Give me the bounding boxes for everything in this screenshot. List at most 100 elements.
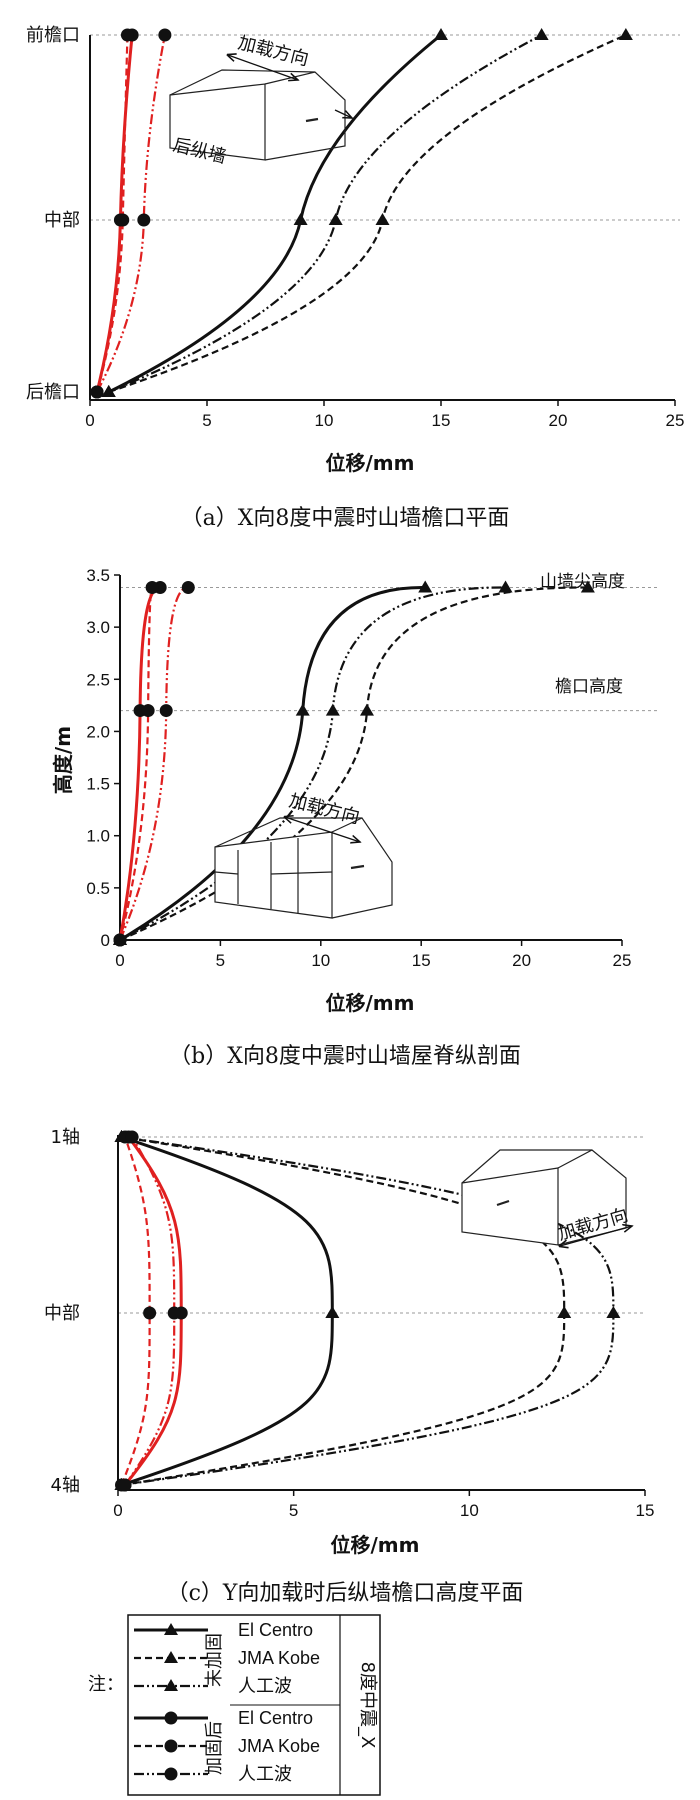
legend-marker — [164, 1651, 178, 1663]
panel-a-building-sketch: 加载方向 后纵墙 — [169, 32, 352, 168]
panel-a-data-point — [120, 28, 134, 42]
panel-a-data-point — [375, 213, 390, 225]
panel-b-y-tick-label: 2.0 — [86, 722, 110, 741]
panel-a-series-line — [95, 34, 134, 393]
building-sketch-icon — [214, 817, 393, 919]
panel-a-x-tick-label: 20 — [549, 411, 568, 430]
panel-a-data-point — [293, 213, 308, 225]
legend-item-label: 人工波 — [238, 1676, 292, 1697]
legend-group-unreinforced: 未加固 — [204, 1633, 225, 1687]
panel-b-y-axis-label: 高度/m — [51, 726, 75, 794]
panel-b-data-point — [141, 704, 155, 718]
panel-a-load-direction-label: 加载方向 — [236, 32, 311, 70]
panel-c-series-line — [124, 1136, 176, 1486]
panel-c-data-point — [143, 1306, 157, 1320]
panel-c-data-point — [118, 1478, 132, 1492]
panel-a-x-tick-label: 0 — [85, 411, 94, 430]
panel-b-data-point — [418, 580, 433, 593]
legend-group-reinforced: 加固后 — [204, 1721, 225, 1775]
panel-c-category-label: 1轴 — [51, 1127, 80, 1148]
legend-rows: El Centro JMA Kobe 人工波 El Centro JMA Kobe 人工波 — [134, 1620, 340, 1785]
panel-a-category-labels: 后檐口 中部 前檐口 — [26, 25, 80, 403]
legend-item-label: El Centro — [238, 1708, 313, 1728]
panel-c-x-tick-label: 5 — [289, 1501, 298, 1520]
panel-a: 0 5 10 15 20 25 后檐口 中部 前檐口 加载方向 后纵墙 位移/mm （a）X向… — [26, 25, 684, 531]
panel-a-x-axis-label: 位移/mm — [326, 451, 415, 475]
panel-b-x-ticks: 0 5 10 15 20 25 — [115, 940, 631, 970]
panel-b-x-axis-label: 位移/mm — [326, 991, 415, 1015]
panel-c-data-point — [325, 1306, 340, 1318]
panel-a-series — [90, 28, 633, 399]
panel-b-eaves-height-label: 檐口高度 — [555, 677, 623, 697]
panel-c-series-line — [120, 1136, 151, 1486]
panel-a-series-line — [108, 33, 442, 394]
panel-a-category-label: 后檐口 — [26, 382, 80, 403]
panel-b-series-line — [118, 586, 161, 941]
panel-b-data-point — [159, 704, 173, 718]
panel-a-data-point — [116, 213, 130, 227]
panel-c-x-ticks: 0 5 10 15 — [113, 1490, 654, 1520]
panel-b-series-line — [118, 586, 154, 941]
panel-a-x-tick-label: 15 — [432, 411, 451, 430]
panel-a-series-line — [108, 33, 627, 394]
legend-item-label: 人工波 — [238, 1764, 292, 1785]
panel-b-series-line — [119, 586, 588, 942]
panel-c: 0 5 10 15 4轴 中部 1轴 加载方向 位移/mm （c）Y向加载时后纵墙檐口高度… — [44, 1127, 654, 1606]
panel-b-y-tick-label: 0 — [101, 931, 110, 950]
panel-c-series — [114, 1130, 621, 1492]
legend-intensity-label: 8度中震_X — [357, 1662, 378, 1749]
panel-a-data-point — [534, 28, 549, 40]
panel-a-data-point — [137, 213, 151, 227]
panel-a-series-line — [108, 34, 543, 394]
panel-b-data-point — [325, 703, 340, 716]
panel-b-x-tick-label: 15 — [412, 951, 431, 970]
panel-b-series-line — [119, 586, 426, 942]
panel-a-x-tick-label: 10 — [315, 411, 334, 430]
panel-c-x-tick-label: 10 — [460, 1501, 479, 1520]
panel-b-y-tick-label: 0.5 — [86, 879, 110, 898]
building-sketch-icon — [169, 69, 346, 161]
panel-b-x-tick-label: 5 — [216, 951, 225, 970]
legend-item-label: El Centro — [238, 1620, 313, 1640]
panel-b-x-tick-label: 10 — [311, 951, 330, 970]
panel-a-x-tick-label: 5 — [202, 411, 211, 430]
legend-note: 注： — [88, 1674, 124, 1695]
panel-b-y-ticks: 0 0.5 1.0 1.5 2.0 2.5 3.0 3.5 — [86, 566, 120, 950]
panel-b-data-point — [295, 703, 310, 716]
panel-c-data-point — [125, 1130, 139, 1144]
panel-b-y-tick-label: 1.0 — [86, 827, 110, 846]
panel-c-category-label: 中部 — [44, 1303, 80, 1324]
panel-a-category-label: 中部 — [44, 210, 80, 231]
panel-c-x-tick-label: 15 — [636, 1501, 655, 1520]
panel-c-data-point — [557, 1306, 572, 1318]
panel-c-x-axis-label: 位移/mm — [331, 1533, 420, 1557]
panel-c-building-sketch: 加载方向 — [461, 1149, 632, 1246]
panel-b-series-line — [118, 586, 189, 941]
panel-a-data-point — [328, 213, 343, 225]
panel-b-data-point — [580, 580, 595, 593]
panel-c-reference-lines — [118, 1136, 645, 1314]
panel-c-load-direction-label: 加载方向 — [556, 1205, 631, 1245]
legend-marker — [164, 1679, 178, 1691]
panel-b-load-direction-label: 加载方向 — [287, 790, 362, 828]
panel-a-x-tick-label: 25 — [666, 411, 685, 430]
legend-item-label: JMA Kobe — [238, 1736, 320, 1756]
panel-b-data-point — [145, 581, 159, 595]
panel-b-gable-height-label: 山墙尖高度 — [540, 572, 625, 592]
panel-b: 0 5 10 15 20 25 00.51.01.52.02.53.03.5 山墙尖高度 … — [51, 566, 660, 1069]
panel-a-x-ticks: 0 5 10 15 20 25 — [85, 400, 684, 430]
panel-b-data-point — [498, 580, 513, 593]
panel-a-series-line — [95, 34, 129, 393]
panel-b-data-point — [359, 703, 374, 716]
legend-marker — [164, 1739, 178, 1753]
load-direction-arrow-extension — [334, 109, 352, 118]
panel-b-x-tick-label: 25 — [613, 951, 632, 970]
panel-a-data-point — [434, 28, 448, 40]
load-direction-arrow — [285, 817, 360, 842]
panel-b-y-tick-label: 1.5 — [86, 775, 110, 794]
panel-c-category-labels: 4轴 中部 1轴 — [44, 1127, 80, 1496]
panel-b-caption: （b）X向8度中震时山墙屋脊纵剖面 — [169, 1044, 521, 1069]
panel-b-y-tick-label: 3.5 — [86, 566, 110, 585]
legend-marker — [164, 1711, 178, 1725]
